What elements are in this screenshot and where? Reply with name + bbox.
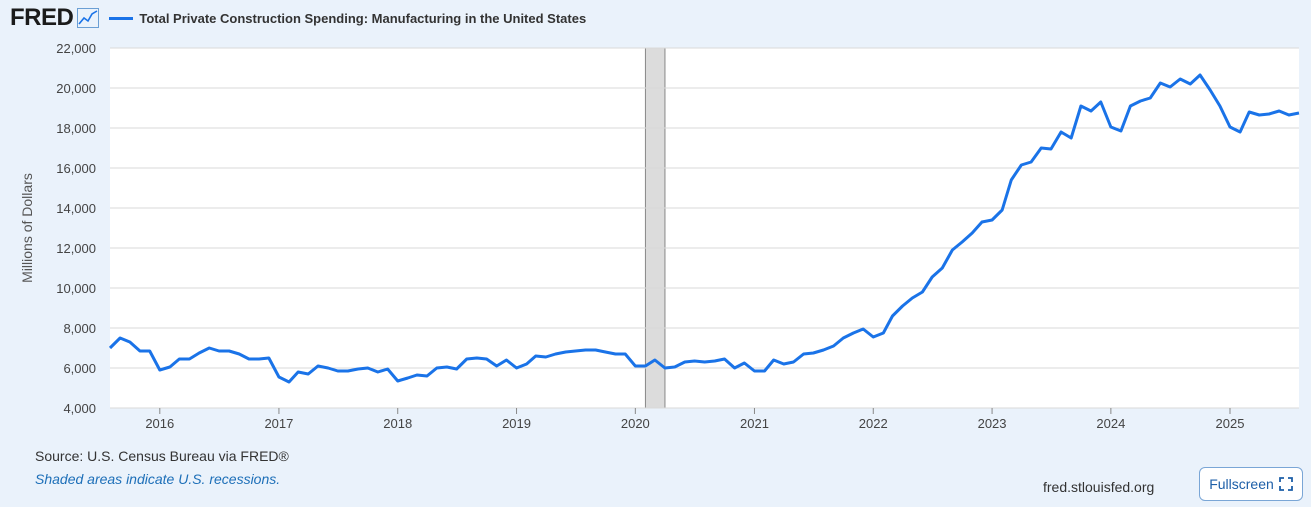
chart-header: FRED Total Private Construction Spending… xyxy=(10,4,586,31)
x-tick-label: 2023 xyxy=(978,416,1007,431)
y-tick-label: 12,000 xyxy=(56,241,96,256)
x-tick-label: 2017 xyxy=(264,416,293,431)
legend: Total Private Construction Spending: Man… xyxy=(109,11,586,26)
y-tick-label: 10,000 xyxy=(56,281,96,296)
x-tick-label: 2025 xyxy=(1216,416,1245,431)
line-chart: 4,000 6,000 8,000 10,000 12,000 14,000 16,000 1… xyxy=(19,41,1300,431)
y-tick-label: 14,000 xyxy=(56,201,96,216)
recession-band xyxy=(644,47,666,409)
legend-label: Total Private Construction Spending: Man… xyxy=(139,10,587,26)
plot-area xyxy=(110,48,1299,408)
y-tick-label: 8,000 xyxy=(63,321,96,336)
fred-logo[interactable]: FRED xyxy=(10,4,74,31)
x-tick-label: 2020 xyxy=(621,416,650,431)
y-tick-label: 6,000 xyxy=(63,361,96,376)
recession-note: Shaded areas indicate U.S. recessions. xyxy=(35,471,281,487)
y-tick-label: 18,000 xyxy=(56,121,96,136)
trend-line-icon xyxy=(77,8,100,28)
source-note: Source: U.S. Census Bureau via FRED® xyxy=(35,448,289,464)
x-tick-label: 2018 xyxy=(383,416,412,431)
y-tick-label: 16,000 xyxy=(56,161,96,176)
y-tick-label: 20,000 xyxy=(56,81,96,96)
x-tick-label: 2024 xyxy=(1096,416,1125,431)
x-tick-label: 2016 xyxy=(145,416,174,431)
fullscreen-button[interactable]: Fullscreen xyxy=(1199,467,1303,501)
expand-icon xyxy=(1278,477,1293,491)
x-tick-label: 2022 xyxy=(859,416,888,431)
y-tick-label: 4,000 xyxy=(63,401,96,416)
series-line xyxy=(108,73,1300,384)
y-tick-label: 22,000 xyxy=(56,41,96,56)
site-url[interactable]: fred.stlouisfed.org xyxy=(1043,479,1155,495)
fullscreen-label: Fullscreen xyxy=(1209,476,1274,492)
legend-swatch xyxy=(109,16,134,20)
x-tick-label: 2019 xyxy=(502,416,531,431)
y-axis-label: Millions of Dollars xyxy=(19,173,35,283)
x-tick-label: 2021 xyxy=(740,416,769,431)
